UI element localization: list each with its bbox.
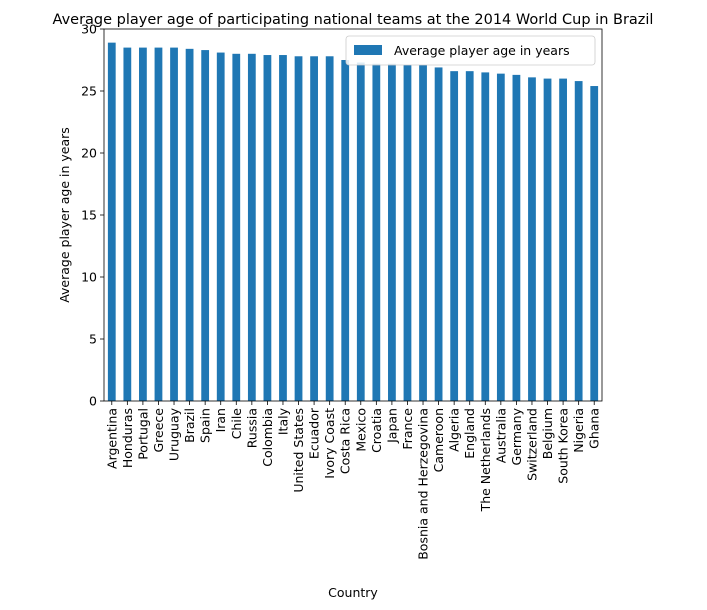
bars-group (107, 42, 599, 402)
x-tick-label: Mexico (353, 408, 368, 452)
x-tick-label: The Netherlands (478, 408, 493, 512)
bar (170, 47, 178, 401)
y-tick-label: 30 (81, 22, 97, 37)
x-tick-label: Switzerland (524, 408, 539, 481)
plot-frame (103, 28, 603, 402)
x-tick-label: Croatia (369, 408, 384, 453)
x-axis-ticks: Argentina Honduras Portugal Greece Uruguay Br… (104, 401, 602, 560)
bar (154, 47, 163, 401)
bar (559, 78, 567, 401)
y-tick-label: 10 (81, 270, 97, 285)
bar (496, 73, 505, 401)
y-tick-label: 20 (81, 146, 97, 161)
bar (465, 71, 474, 401)
y-tick-label: 5 (89, 332, 97, 347)
x-tick-label: Ivory Coast (322, 408, 337, 479)
x-tick-label: Brazil (182, 408, 197, 443)
x-tick-label: Greece (151, 408, 166, 453)
legend-label: Average player age in years (394, 43, 570, 58)
x-axis-label: Country (328, 585, 378, 600)
bar (247, 53, 256, 402)
bar (216, 52, 225, 402)
x-tick-label: Iran (213, 408, 228, 432)
x-tick-label: Argentina (104, 408, 119, 469)
bar (481, 72, 490, 402)
chart-title: Average player age of participating nati… (53, 12, 654, 28)
x-tick-label: United States (291, 408, 306, 493)
bar (123, 47, 132, 401)
x-tick-label: Ghana (587, 408, 602, 449)
x-tick-label: England (462, 408, 477, 459)
x-tick-label: Australia (493, 408, 508, 463)
bar (310, 56, 318, 401)
bar (590, 86, 599, 401)
bar (419, 64, 427, 402)
x-tick-label: Algeria (447, 408, 462, 452)
x-tick-label: Costa Rica (338, 408, 353, 474)
bar (201, 50, 210, 401)
x-tick-label: Russia (244, 408, 259, 448)
bar (512, 74, 521, 401)
legend-box (345, 35, 596, 66)
y-axis-ticks: 0 5 10 15 20 25 30 (81, 22, 104, 409)
x-tick-label: France (400, 408, 415, 450)
y-tick-label: 0 (89, 394, 97, 409)
x-tick-label: South Korea (556, 408, 571, 484)
x-tick-label: Nigeria (571, 408, 586, 453)
x-tick-label: Spain (198, 408, 213, 443)
bar (434, 67, 443, 401)
bar (279, 55, 287, 401)
bar (356, 62, 365, 401)
bar (403, 64, 412, 402)
bar (232, 53, 241, 402)
x-tick-label: Chile (229, 408, 244, 440)
x-tick-label: Belgium (540, 408, 555, 459)
bar (139, 47, 147, 401)
x-tick-label: Cameroon (431, 408, 446, 472)
y-tick-label: 25 (81, 84, 97, 99)
bar (341, 60, 350, 401)
bar (294, 56, 303, 401)
bar (325, 56, 334, 401)
bar (372, 63, 381, 401)
x-tick-label: Italy (275, 407, 290, 435)
bar (450, 71, 459, 401)
bar (388, 63, 396, 401)
y-axis-label: Average player age in years (57, 127, 72, 303)
x-tick-label: Japan (384, 408, 399, 444)
x-tick-label: Germany (509, 407, 524, 465)
bar (574, 81, 583, 401)
y-tick-label: 15 (81, 208, 97, 223)
x-tick-label: Uruguay (167, 407, 182, 461)
bar (543, 78, 552, 401)
bar (528, 77, 536, 402)
x-tick-label: Portugal (135, 408, 150, 460)
x-tick-label: Colombia (260, 408, 275, 467)
legend-swatch (354, 45, 382, 55)
x-tick-label: Honduras (120, 408, 135, 468)
legend: Average player age in years (345, 35, 596, 66)
bar (185, 48, 194, 402)
x-tick-label: Ecuador (307, 407, 322, 459)
bar (107, 42, 116, 401)
x-tick-label: Bosnia and Herzegovina (416, 408, 431, 560)
bar (263, 55, 272, 401)
